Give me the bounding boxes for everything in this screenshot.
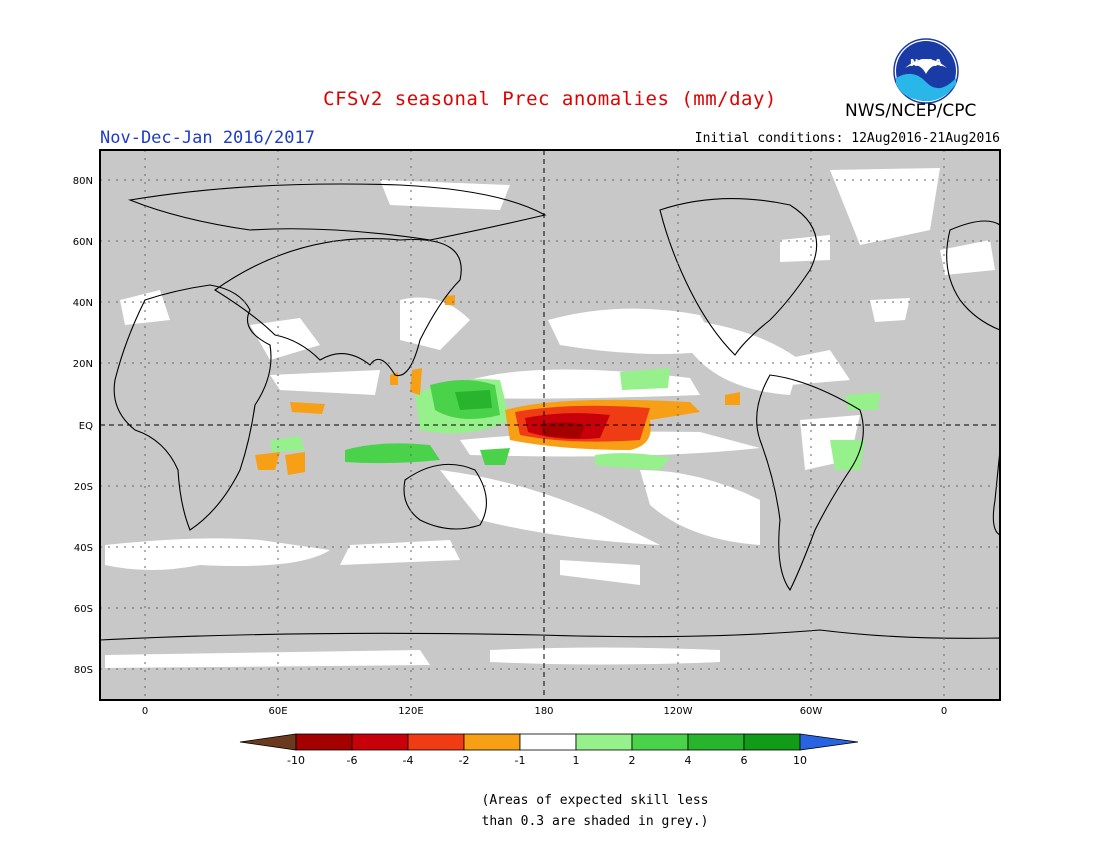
lat-label: 20N — [73, 359, 93, 370]
colorbar-label: -4 — [403, 754, 414, 767]
logo-text: NOAA — [910, 58, 942, 69]
colorbar-label: 4 — [685, 754, 692, 767]
lon-label: 60W — [800, 706, 823, 717]
colorbar-label: -1 — [515, 754, 526, 767]
reference-lines — [100, 150, 1000, 700]
lon-label: 120E — [398, 706, 423, 717]
colorbar-swatch — [351, 733, 409, 751]
lat-label: 80N — [73, 176, 93, 187]
colorbar-label: -6 — [347, 754, 358, 767]
map-plot-area — [99, 149, 1001, 701]
lat-label: 60S — [74, 604, 93, 615]
longitude-labels: 0 60E 120E 180 120W 60W 0 — [142, 706, 947, 717]
agency-label: NWS/NCEP/CPC — [845, 101, 977, 121]
graticule — [100, 150, 1000, 700]
noaa-logo-icon: NOAA — [893, 38, 959, 104]
lon-label: 60E — [268, 706, 287, 717]
lat-label: 40S — [74, 543, 93, 554]
colorbar-swatch — [519, 733, 577, 751]
white-anomaly-patches — [105, 168, 995, 668]
latitude-labels: 80N 60N 40N 20N EQ 20S 40S 60S 80S — [73, 176, 93, 676]
colorbar-label: 1 — [573, 754, 580, 767]
colorbar-swatch — [407, 733, 465, 751]
positive-anomaly-regions — [270, 368, 880, 470]
lon-label: 180 — [534, 706, 553, 717]
colorbar-swatch — [687, 733, 745, 751]
colorbar — [239, 733, 859, 751]
colorbar-swatch — [799, 733, 859, 751]
colorbar-swatch — [631, 733, 689, 751]
colorbar-label: 6 — [741, 754, 748, 767]
colorbar-label: -10 — [287, 754, 305, 767]
lat-label: 60N — [73, 237, 93, 248]
negative-anomaly-regions — [255, 295, 740, 475]
lon-label: 0 — [142, 706, 148, 717]
footnote: (Areas of expected skill less than 0.3 a… — [481, 793, 709, 829]
colorbar-swatch — [743, 733, 801, 751]
lon-label: 0 — [941, 706, 947, 717]
lon-label: 120W — [664, 706, 693, 717]
lat-label: 40N — [73, 298, 93, 309]
colorbar-swatch — [295, 733, 353, 751]
lat-label: 20S — [74, 482, 93, 493]
colorbar-label: 10 — [793, 754, 807, 767]
colorbar-label: -2 — [459, 754, 470, 767]
colorbar-labels: -10 -6 -4 -2 -1 1 2 4 6 10 — [287, 754, 807, 767]
period-label: Nov-Dec-Jan 2016/2017 — [100, 128, 315, 148]
colorbar-swatch — [463, 733, 521, 751]
colorbar-swatch — [239, 733, 297, 751]
colorbar-swatch — [575, 733, 633, 751]
lat-label: 80S — [74, 665, 93, 676]
colorbar-label: 2 — [629, 754, 636, 767]
initial-conditions-label: Initial conditions: 12Aug2016-21Aug2016 — [694, 131, 1000, 146]
lat-label: EQ — [79, 421, 93, 432]
coastlines — [99, 183, 1001, 701]
chart-title: CFSv2 seasonal Prec anomalies (mm/day) — [323, 88, 777, 110]
